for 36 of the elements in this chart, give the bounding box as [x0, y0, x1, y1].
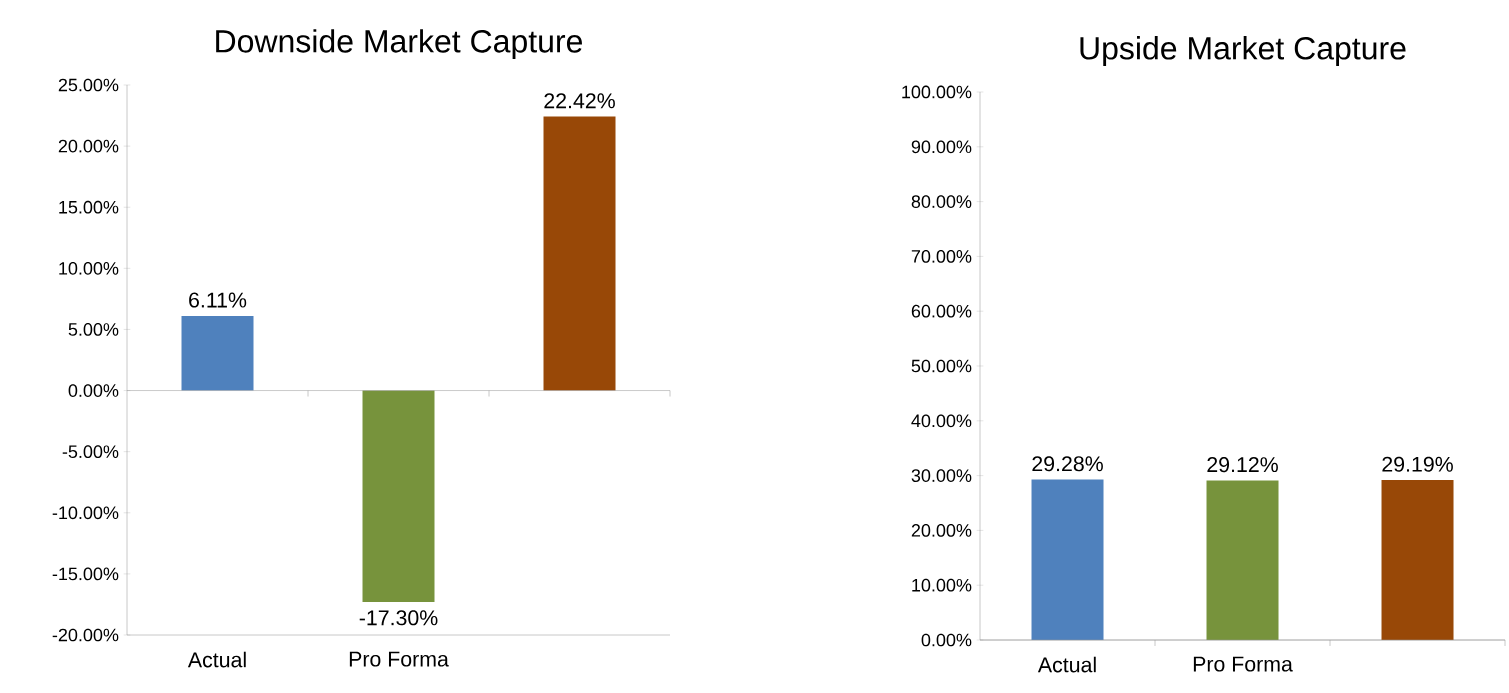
data-label: 29.19% [1382, 456, 1453, 472]
y-tick-label: 50.00% [911, 359, 972, 373]
y-tick-label: -5.00% [62, 445, 119, 459]
bar [543, 116, 616, 391]
x-tick-label: Actual [1037, 656, 1096, 673]
y-tick-label: -10.00% [52, 506, 119, 520]
y-tick-label: 100.00% [902, 85, 972, 99]
data-label: 6.11% [189, 292, 247, 308]
y-tick-label: 25.00% [58, 78, 119, 92]
y-tick-label: 40.00% [911, 414, 972, 428]
y-tick-label: 10.00% [912, 578, 972, 592]
y-tick-label: 20.00% [58, 139, 119, 153]
x-tick-label: Pro Forma [1193, 656, 1293, 672]
y-tick-label: 5.00% [68, 323, 119, 336]
x-tick-label: Pro Forma [349, 651, 449, 667]
y-tick-label: -20.00% [52, 628, 119, 642]
y-tick-label: 60.00% [911, 304, 972, 318]
y-tick-label: 70.00% [911, 250, 972, 263]
y-tick-label: 0.00% [921, 633, 972, 647]
data-label: 29.12% [1207, 457, 1278, 473]
chart-title: Upside Market Capture [1080, 36, 1406, 66]
chart-title: Downside Market Capture [216, 29, 582, 59]
bar [181, 315, 254, 391]
y-tick-label: 20.00% [911, 524, 972, 537]
y-tick-label: 10.00% [59, 261, 119, 275]
y-tick-label: 30.00% [911, 469, 972, 482]
y-tick-label: 15.00% [59, 200, 119, 214]
y-tick-label: 0.00% [68, 384, 119, 397]
data-label: 22.42% [544, 93, 615, 109]
data-label: -17.30% [359, 610, 438, 626]
bar [362, 390, 435, 602]
data-label: 29.28% [1032, 456, 1103, 472]
y-tick-label: 80.00% [911, 195, 972, 208]
y-tick-label: 90.00% [911, 140, 972, 154]
y-tick-label: -15.00% [52, 567, 119, 581]
x-tick-label: Actual [187, 651, 246, 668]
